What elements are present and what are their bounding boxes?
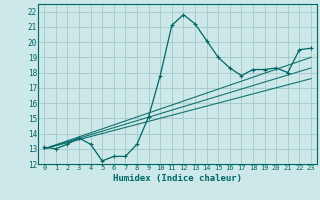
- X-axis label: Humidex (Indice chaleur): Humidex (Indice chaleur): [113, 174, 242, 183]
